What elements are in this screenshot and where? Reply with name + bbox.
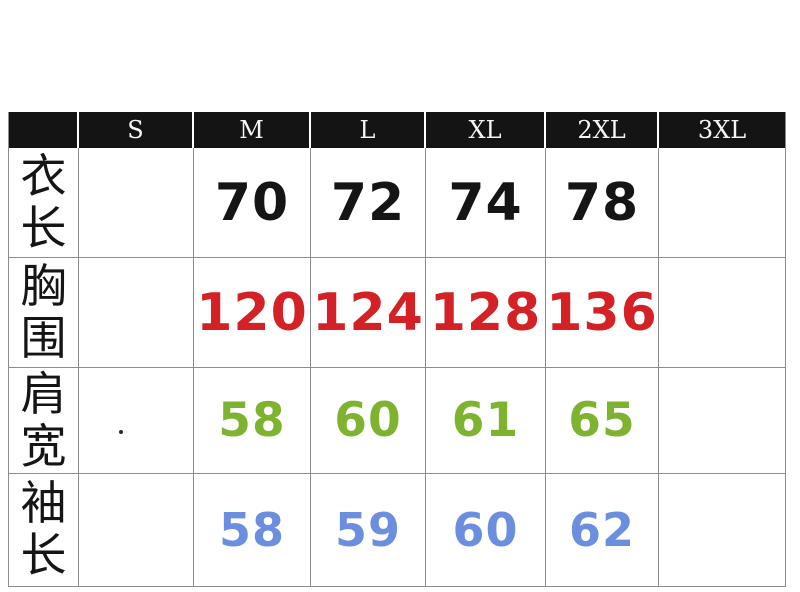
cell-sleeve-3xl	[659, 474, 786, 587]
table-row-shoulder: 肩宽 58 60 61 65	[9, 368, 786, 474]
row-label-shoulder: 肩宽	[9, 368, 79, 474]
cell-chest-2xl: 136	[546, 258, 659, 368]
cell-garment-length-s	[79, 148, 194, 258]
cell-garment-length-3xl	[659, 148, 786, 258]
cell-garment-length-xl: 74	[426, 148, 546, 258]
cell-shoulder-xl: 61	[426, 368, 546, 474]
header-size-l: L	[311, 112, 426, 148]
cell-shoulder-3xl	[659, 368, 786, 474]
cell-shoulder-l: 60	[311, 368, 426, 474]
header-size-2xl: 2XL	[546, 112, 659, 148]
table-row-sleeve: 袖长 58 59 60 62	[9, 474, 786, 587]
cell-chest-s	[79, 258, 194, 368]
cell-sleeve-2xl: 62	[546, 474, 659, 587]
cell-shoulder-2xl: 65	[546, 368, 659, 474]
row-label-sleeve: 袖长	[9, 474, 79, 587]
cell-chest-l: 124	[311, 258, 426, 368]
row-label-garment-length: 衣长	[9, 148, 79, 258]
cell-chest-3xl	[659, 258, 786, 368]
header-size-s: S	[79, 112, 194, 148]
table-row-chest: 胸围 120 124 128 136	[9, 258, 786, 368]
cell-sleeve-xl: 60	[426, 474, 546, 587]
cell-chest-m: 120	[194, 258, 311, 368]
cell-shoulder-s	[79, 368, 194, 474]
cell-sleeve-l: 59	[311, 474, 426, 587]
cell-garment-length-m: 70	[194, 148, 311, 258]
row-label-chest: 胸围	[9, 258, 79, 368]
cell-sleeve-m: 58	[194, 474, 311, 587]
header-size-3xl: 3XL	[659, 112, 786, 148]
header-size-m: M	[194, 112, 311, 148]
cell-garment-length-l: 72	[311, 148, 426, 258]
stray-dot-artifact	[119, 430, 123, 434]
size-table-header-row: S M L XL 2XL 3XL	[9, 112, 786, 148]
header-corner-cell	[9, 112, 79, 148]
cell-sleeve-s	[79, 474, 194, 587]
size-table: S M L XL 2XL 3XL 衣长 70 72 74 78 胸围 120 1…	[8, 112, 786, 587]
header-size-xl: XL	[426, 112, 546, 148]
table-row-garment-length: 衣长 70 72 74 78	[9, 148, 786, 258]
cell-garment-length-2xl: 78	[546, 148, 659, 258]
cell-shoulder-m: 58	[194, 368, 311, 474]
cell-chest-xl: 128	[426, 258, 546, 368]
